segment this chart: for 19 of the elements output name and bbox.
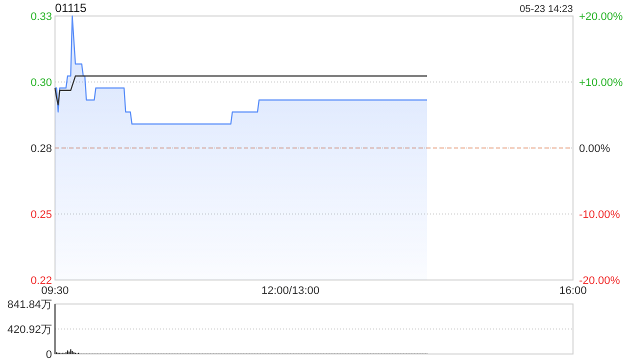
- x-tick-label: 09:30: [41, 285, 69, 297]
- line-series: [54, 75, 428, 106]
- text: 05-23 14:23: [520, 4, 574, 15]
- y-tick-label: 841.84万: [7, 299, 52, 311]
- y2-tick-label: -10.00%: [579, 209, 620, 221]
- y-tick-label: 0.28: [30, 143, 52, 155]
- y2-tick-label: -20.00%: [579, 275, 620, 287]
- y-tick-label: 0.22: [30, 275, 52, 287]
- y-tick-label: 0.33: [30, 11, 52, 23]
- y-tick-label: 420.92万: [7, 324, 52, 336]
- x-tick-label: 16:00: [559, 285, 587, 297]
- x-tick-label: 12:00/13:00: [261, 285, 320, 297]
- y2-tick-label: 0.00%: [579, 143, 610, 155]
- y-tick-label: 0.30: [30, 77, 52, 89]
- y-tick-label: 0.25: [30, 209, 52, 221]
- chart-title: 01115: [55, 1, 87, 15]
- y2-tick-label: +10.00%: [579, 77, 623, 89]
- y2-tick-label: +20.00%: [579, 11, 623, 23]
- y-tick-label: 0: [46, 349, 52, 360]
